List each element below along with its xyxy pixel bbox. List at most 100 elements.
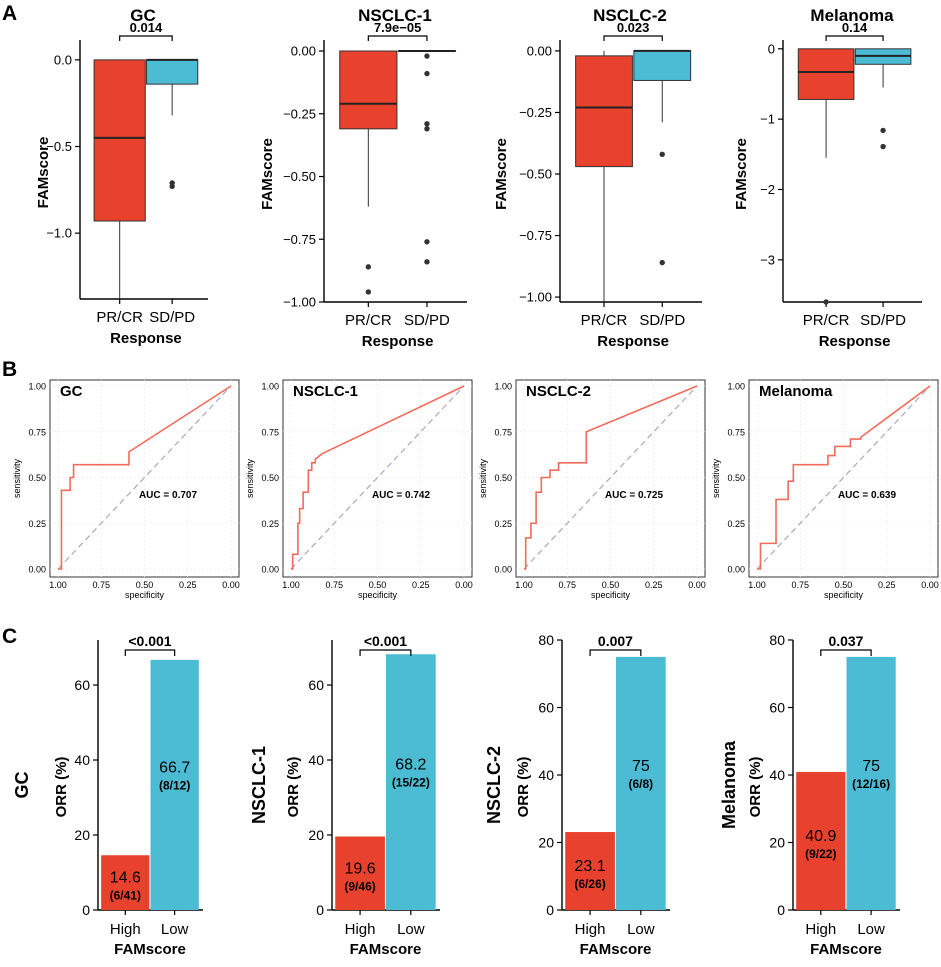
p-value-label: 0.014: [130, 20, 163, 35]
x-tick-label: 1.00: [515, 580, 533, 590]
y-tick-label: −0.25: [519, 105, 552, 120]
y-tick-label: −1.00: [283, 295, 316, 310]
chart-title: Melanoma: [810, 6, 894, 25]
bar-count-label: (9/22): [805, 847, 836, 861]
y-tick-label: 0: [768, 41, 775, 56]
bar-count-label: (15/22): [392, 775, 430, 789]
p-value-label: 0.037: [828, 633, 863, 649]
y-tick-label: −0.75: [283, 232, 316, 247]
x-tick-label: 0.75: [791, 580, 809, 590]
y-tick-label: 1.00: [261, 382, 279, 392]
x-tick-label: PR/CR: [96, 309, 143, 326]
outlier-point: [424, 121, 430, 127]
reference-diagonal: [523, 385, 698, 570]
y-tick-label: 1.00: [28, 382, 46, 392]
y-tick-label: −0.50: [283, 169, 316, 184]
x-tick-label: Low: [161, 921, 189, 938]
x-tick-label: High: [110, 921, 141, 938]
bar-value-label: 75: [632, 758, 650, 775]
bar-count-label: (8/12): [159, 778, 190, 792]
roc-curve: [58, 385, 232, 570]
significance-bracket: [124, 649, 176, 656]
y-tick-label: 0.75: [261, 427, 279, 437]
chart-title: NSCLC-2: [593, 6, 667, 25]
y-tick-label: 0.00: [291, 44, 316, 59]
y-tick-label: 0.00: [494, 565, 512, 575]
x-tick-label: High: [575, 921, 606, 938]
p-value-label: <0.001: [364, 633, 407, 649]
x-axis-label: specificity: [591, 590, 631, 600]
y-axis-label: ORR (%): [53, 757, 70, 818]
outlier-point: [365, 289, 372, 295]
auc-label: AUC = 0.707: [139, 490, 198, 501]
chart-title: GC: [130, 6, 156, 25]
reference-diagonal: [290, 385, 465, 570]
y-tick-label: 0.25: [494, 519, 512, 529]
x-tick-label: Low: [627, 921, 655, 938]
x-axis-label: specificity: [358, 590, 398, 600]
bar-high: [101, 855, 150, 910]
y-tick-label: 0.25: [28, 519, 46, 529]
y-tick-label: −3: [760, 252, 775, 267]
significance-bracket: [119, 35, 173, 41]
bar-value-label: 14.6: [110, 870, 141, 887]
y-tick-label: 20: [74, 827, 90, 843]
y-tick-label: 20: [769, 835, 785, 851]
bar-high: [335, 836, 385, 910]
y-axis-label: ORR (%): [747, 757, 764, 818]
significance-bracket: [589, 649, 642, 656]
outlier-point: [880, 143, 886, 150]
bar-value-label: 75: [862, 758, 880, 775]
y-tick-label: 20: [538, 835, 554, 851]
box-pr-cr: [797, 48, 855, 100]
reference-diagonal: [57, 385, 232, 570]
y-tick-label: 0.75: [494, 427, 512, 437]
significance-bracket: [603, 35, 663, 41]
x-tick-label: 0.25: [878, 580, 896, 590]
roc-curve: [524, 385, 698, 570]
box-pr-cr: [575, 55, 633, 168]
y-axis-label: ORR (%): [285, 757, 302, 818]
x-tick-label: 0.00: [688, 580, 706, 590]
p-value-label: 0.007: [598, 633, 633, 649]
x-tick-label: SD/PD: [639, 312, 685, 329]
x-tick-label: 1.00: [748, 580, 766, 590]
outlier-point: [424, 259, 430, 265]
x-tick-label: High: [345, 921, 376, 938]
bar-low: [150, 659, 199, 910]
y-axis-label: FAMscore: [35, 137, 52, 209]
bar-low: [386, 654, 436, 910]
chart-title: NSCLC-1: [249, 746, 269, 824]
y-tick-label: 1.00: [494, 382, 512, 392]
roc-curve: [757, 385, 931, 570]
significance-bracket: [820, 649, 872, 656]
bar-count-label: (9/46): [344, 879, 375, 893]
outlier-point: [169, 183, 175, 190]
y-tick-label: 0.00: [527, 43, 552, 58]
p-value-label: 7.9e−05: [374, 20, 421, 35]
x-tick-label: SD/PD: [860, 312, 906, 329]
panel-label-c: C: [2, 625, 17, 648]
y-tick-label: 40: [538, 767, 554, 783]
p-value-label: 0.023: [617, 20, 650, 35]
y-tick-label: −2: [760, 182, 775, 197]
bar-value-label: 40.9: [805, 828, 836, 845]
y-tick-label: 0.25: [727, 519, 745, 529]
outlier-point: [659, 151, 665, 158]
y-tick-label: 0: [546, 902, 554, 918]
y-tick-label: 1.00: [727, 382, 745, 392]
significance-bracket: [359, 649, 412, 656]
bar-chart-4: 0 20 40 60 80 ORR (%) Melanoma 40.9 (9/22) High 75…: [719, 632, 900, 958]
x-axis-label: Response: [110, 330, 182, 347]
chart-title: Melanoma: [719, 740, 739, 829]
reference-diagonal: [756, 385, 931, 570]
significance-bracket: [825, 35, 884, 41]
y-tick-label: 0.75: [28, 427, 46, 437]
box-sd-pd: [633, 50, 692, 81]
bar-high: [565, 832, 615, 910]
bar-count-label: (6/26): [574, 877, 605, 891]
bar-value-label: 23.1: [575, 858, 606, 875]
chart-title: NSCLC-2: [526, 383, 591, 400]
